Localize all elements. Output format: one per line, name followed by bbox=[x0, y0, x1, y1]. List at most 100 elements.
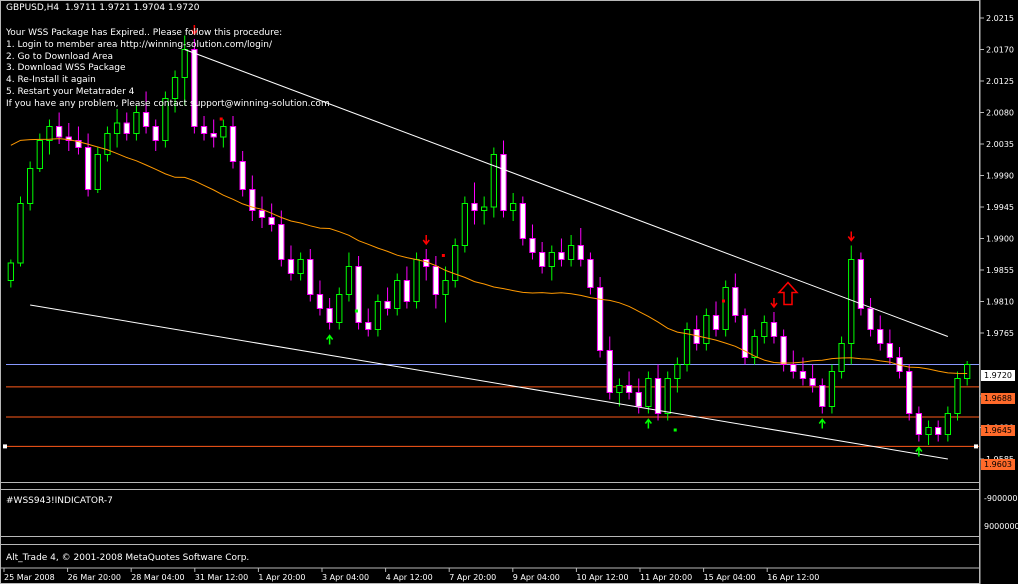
candle bbox=[548, 245, 555, 281]
candle-body bbox=[567, 245, 575, 260]
candle-body bbox=[481, 206, 488, 211]
candle bbox=[297, 252, 304, 281]
candle bbox=[365, 308, 372, 337]
candle bbox=[596, 277, 604, 358]
candle bbox=[374, 294, 382, 337]
candle-body bbox=[964, 364, 971, 379]
candle-body bbox=[17, 203, 24, 264]
candle bbox=[693, 315, 700, 351]
sell-dot bbox=[219, 117, 223, 121]
candle-body bbox=[596, 287, 604, 351]
sell-arrow-icon bbox=[770, 298, 778, 309]
candle-body bbox=[770, 322, 778, 337]
candle bbox=[258, 196, 266, 228]
candle-body bbox=[751, 336, 758, 358]
candle-body bbox=[857, 259, 865, 309]
candle bbox=[935, 420, 942, 442]
candle bbox=[577, 228, 584, 267]
time-tick-label: 10 Apr 12:00 bbox=[576, 573, 628, 582]
copyright-text: Alt_Trade 4, © 2001-2008 MetaQuotes Soft… bbox=[6, 553, 250, 563]
level-marker bbox=[974, 444, 978, 449]
candle-body bbox=[799, 371, 807, 379]
candle-body bbox=[316, 294, 324, 309]
candlestick-series bbox=[7, 35, 971, 445]
message-line: 3. Download WSS Package bbox=[6, 63, 126, 74]
candle bbox=[616, 378, 623, 407]
candle bbox=[413, 252, 420, 309]
pane-separator[interactable] bbox=[0, 536, 980, 537]
candle-body bbox=[365, 322, 372, 330]
candle bbox=[94, 147, 101, 193]
candle bbox=[46, 119, 53, 155]
symbol-label: GBPUSD,H4 bbox=[6, 3, 60, 13]
candle-body bbox=[741, 315, 749, 358]
candle-body bbox=[355, 266, 362, 323]
candle-body bbox=[249, 189, 256, 211]
pane-separator[interactable] bbox=[0, 489, 980, 490]
big-up-arrow-icon bbox=[777, 281, 799, 306]
candle-body bbox=[712, 315, 720, 330]
candle-body bbox=[374, 301, 382, 330]
price-tick-label: 2.0215 bbox=[986, 14, 1014, 23]
candle-body bbox=[886, 343, 894, 358]
candle-body bbox=[287, 259, 295, 274]
time-tick-label: 28 Mar 04:00 bbox=[131, 573, 184, 582]
candle bbox=[355, 256, 362, 330]
sell-dot bbox=[441, 254, 445, 257]
ohlc-values: 1.9711 1.9721 1.9704 1.9720 bbox=[64, 3, 200, 13]
level-price-label: 1.9688 bbox=[981, 393, 1015, 404]
candle bbox=[162, 91, 169, 148]
ma-line bbox=[10, 138, 968, 374]
candle bbox=[654, 364, 662, 421]
candle-body bbox=[55, 126, 63, 138]
candle bbox=[471, 182, 478, 225]
candle-body bbox=[123, 122, 130, 134]
candle bbox=[819, 378, 826, 414]
candle-body bbox=[944, 413, 952, 435]
candle-body bbox=[84, 147, 92, 190]
candle-body bbox=[413, 259, 420, 302]
sell-dot bbox=[722, 299, 726, 303]
buy-dot bbox=[354, 309, 358, 313]
upper-trendline bbox=[184, 49, 949, 337]
candle-body bbox=[307, 259, 314, 295]
candle-body bbox=[490, 154, 497, 208]
candle bbox=[229, 116, 237, 169]
price-tick-label: 2.0035 bbox=[986, 140, 1014, 149]
pane-separator[interactable] bbox=[0, 544, 980, 545]
candle-body bbox=[848, 259, 855, 344]
candle bbox=[17, 196, 24, 267]
candle-body bbox=[780, 336, 787, 365]
candle-body bbox=[26, 168, 34, 204]
message-line: Your WSS Package has Expired.. Please fo… bbox=[6, 28, 283, 38]
candle-body bbox=[258, 210, 266, 218]
buy-arrow-icon bbox=[915, 446, 923, 457]
candle bbox=[210, 119, 217, 148]
candle-body bbox=[915, 413, 923, 435]
candle bbox=[152, 119, 159, 151]
buy-arrow-icon bbox=[818, 418, 826, 429]
sell-arrow-icon bbox=[422, 235, 430, 246]
candle bbox=[925, 420, 932, 445]
lower-trendline bbox=[30, 304, 948, 460]
candle-body bbox=[654, 378, 662, 414]
time-tick-label: 4 Apr 12:00 bbox=[386, 573, 433, 582]
candle-body bbox=[674, 364, 681, 379]
candle-body bbox=[152, 126, 159, 141]
candle-body bbox=[181, 49, 188, 78]
pane-separator[interactable] bbox=[0, 482, 980, 483]
sell-arrow-icon bbox=[847, 231, 855, 242]
price-tick-label: 2.0170 bbox=[986, 46, 1014, 55]
candle bbox=[200, 116, 208, 141]
candle bbox=[519, 196, 526, 246]
candle bbox=[664, 371, 671, 421]
candle-body bbox=[500, 154, 507, 211]
candle-body bbox=[877, 329, 884, 344]
candle bbox=[567, 235, 575, 267]
candle bbox=[703, 308, 710, 351]
indicator-title: #WSS943!INDICATOR-7 bbox=[6, 496, 113, 506]
candle bbox=[336, 287, 343, 330]
candle bbox=[181, 35, 188, 106]
candle bbox=[741, 308, 749, 365]
candle-body bbox=[162, 98, 169, 141]
